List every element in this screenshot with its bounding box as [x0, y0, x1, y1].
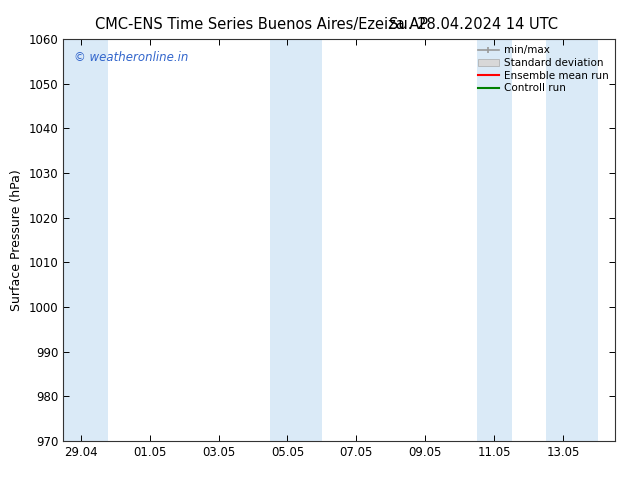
Bar [477, 39, 512, 441]
Bar [270, 39, 322, 441]
Bar [63, 39, 108, 441]
Legend: min/max, Standard deviation, Ensemble mean run, Controll run: min/max, Standard deviation, Ensemble me… [475, 42, 612, 97]
Text: CMC-ENS Time Series Buenos Aires/Ezeiza AP: CMC-ENS Time Series Buenos Aires/Ezeiza … [95, 17, 428, 32]
Text: Su. 28.04.2024 14 UTC: Su. 28.04.2024 14 UTC [389, 17, 558, 32]
Bar [546, 39, 598, 441]
Text: © weatheronline.in: © weatheronline.in [74, 51, 189, 64]
Y-axis label: Surface Pressure (hPa): Surface Pressure (hPa) [10, 169, 23, 311]
